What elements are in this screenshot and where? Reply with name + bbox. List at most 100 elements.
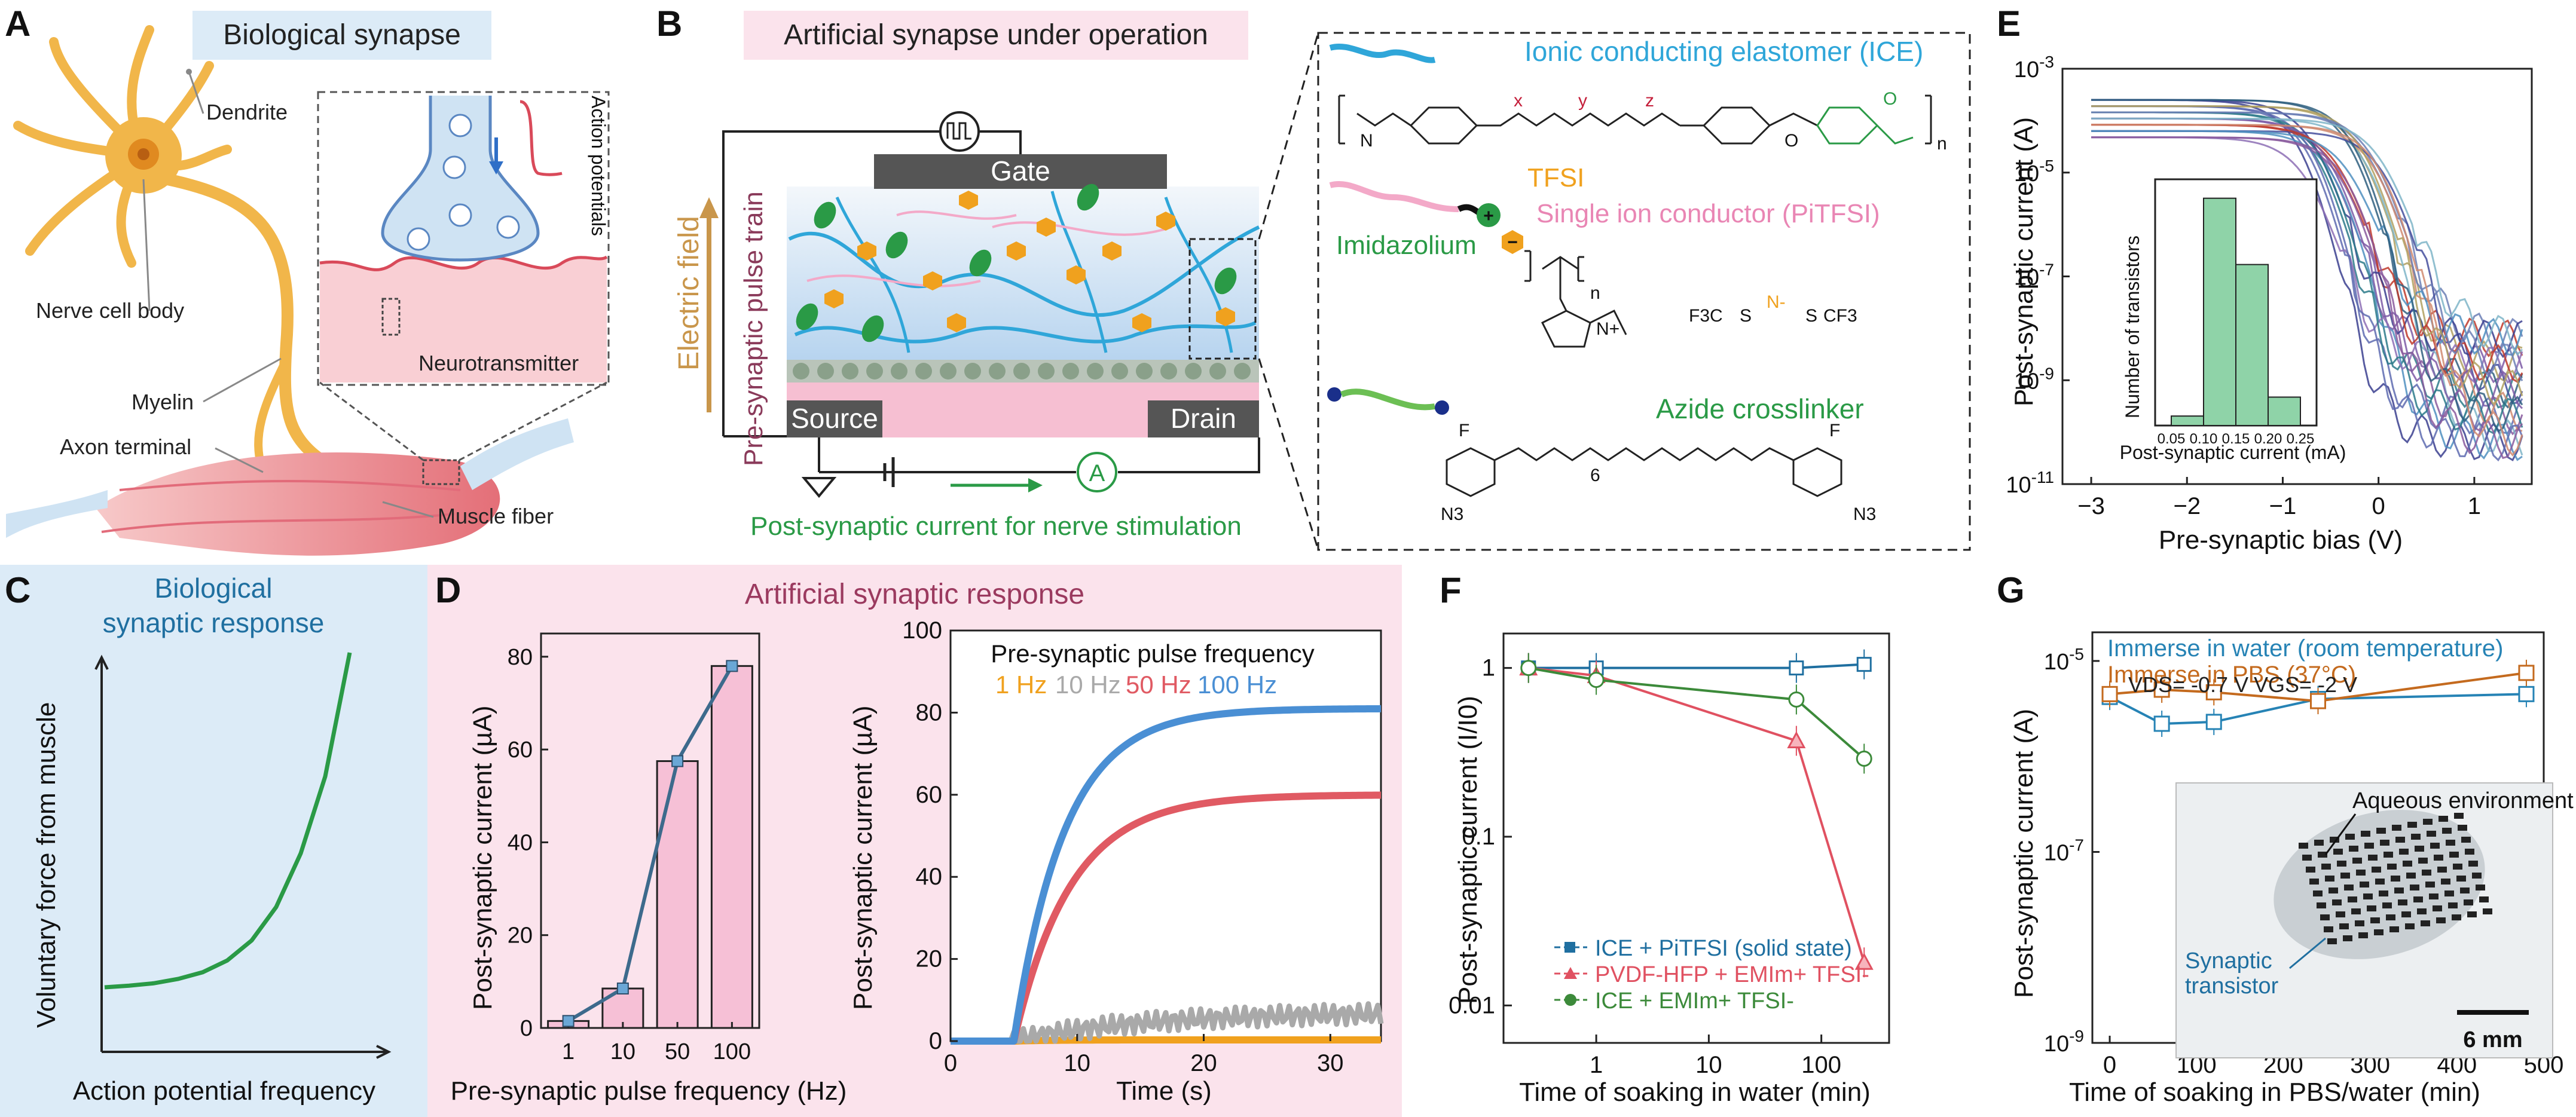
tfsi-ion-7 [1007, 241, 1026, 261]
chem-nminus: N- [1767, 292, 1786, 312]
chart-d-bar: 1 10 50 100 0 20 40 60 80 [508, 632, 760, 1064]
photo-device-3-6 [2403, 861, 2412, 867]
azide-label: Azide crosslinker [1656, 393, 1864, 424]
photo-device-3-3 [2356, 870, 2366, 876]
photo-device-2-1 [2321, 864, 2331, 870]
chem-f-2: F [1829, 421, 1840, 440]
ions [796, 183, 1237, 342]
g-ytick-2: 10-5 [2044, 645, 2084, 675]
photo-device-0-5 [2376, 828, 2386, 834]
hole-row [793, 363, 1251, 380]
photo-device-3-8 [2434, 855, 2443, 861]
e-inset-xtick-4: 0.25 [2287, 431, 2315, 447]
photo-device-1-1 [2318, 852, 2327, 858]
f-marker-0-3 [1856, 657, 1872, 672]
d-bar-ytick-80: 80 [508, 645, 533, 670]
photo-device-4-2 [2344, 885, 2354, 890]
panel-letter-e: E [1997, 4, 2021, 44]
f-series-line-1 [1528, 666, 1866, 963]
c-ylabel: Voluntary force from muscle [32, 702, 61, 1028]
g-marker-0-4 [2518, 685, 2535, 702]
f-marker-2-3 [1856, 750, 1872, 767]
d-bar-xlabel: Pre-synaptic pulse frequency (Hz) [451, 1076, 847, 1106]
photo-device-6-3 [2367, 905, 2376, 911]
photo-device-4-3 [2360, 882, 2369, 888]
photo-device-8-8 [2452, 914, 2461, 920]
d-title: Artificial synaptic response [745, 579, 1084, 610]
d-bar-xtick-10: 10 [610, 1039, 635, 1064]
d-line-legend-1: 10 Hz [1055, 671, 1121, 699]
e-ytick-4: 10-3 [2014, 53, 2054, 82]
photo-device-5-8 [2441, 879, 2450, 885]
e-transfer-curve-21 [2091, 99, 2523, 433]
f-xtick-1: 10 [1695, 1052, 1722, 1078]
pitfsi-label: Single ion conductor (PiTFSI) [1536, 199, 1880, 228]
photo-device-6-4 [2382, 902, 2392, 908]
tfsi-ion-5 [947, 313, 966, 332]
hole-17 [1209, 363, 1226, 380]
chem-6: 6 [1590, 466, 1600, 485]
d-bar-trend [567, 665, 734, 1023]
bio-title: Biological synapse [223, 19, 461, 51]
chem-z: z [1645, 91, 1654, 111]
e-ytick-3: 10-5 [2014, 157, 2054, 186]
panel-letter-d: D [435, 570, 461, 610]
photo-device-6-5 [2398, 899, 2407, 905]
hole-15 [1160, 363, 1177, 380]
chem-nplus: N+ [1596, 319, 1619, 339]
e-xlabel: Pre-synaptic bias (V) [2159, 525, 2403, 555]
photo-device-7-9 [2464, 899, 2473, 905]
hole-3 [866, 363, 883, 380]
f-ytick-2: 1 [1482, 655, 1495, 681]
photo-device-5-10 [2472, 873, 2482, 879]
photo-device-5-7 [2425, 882, 2435, 888]
photo-device-1-6 [2395, 837, 2405, 843]
g-marker-0-1 [2153, 715, 2170, 732]
d-bar-marker-3 [726, 660, 738, 672]
g-marker-1-0 [2101, 685, 2118, 702]
photo-device-5-3 [2363, 893, 2373, 899]
chem-x: x [1514, 91, 1523, 111]
hole-1 [817, 363, 834, 380]
gate-electrode [874, 154, 1167, 189]
panel-f: F ICE + PiTFSI (solid state)PVDF-HFP + E… [1440, 570, 1890, 1107]
tfsi-ion-1 [824, 289, 844, 308]
photo-device-2-9 [2446, 840, 2455, 846]
photo-device-8-2 [2358, 932, 2368, 938]
f-marker-2-0 [1520, 660, 1537, 677]
photo-device-2-8 [2430, 843, 2440, 849]
photo-device-6-6 [2413, 896, 2423, 902]
photo-device-4-5 [2391, 876, 2400, 882]
panel-letter-g: G [1997, 570, 2025, 610]
d-line-ytick-0: 0 [929, 1028, 942, 1054]
e-inset-xtick-1: 0.10 [2190, 431, 2218, 447]
photo-device-6-9 [2460, 888, 2470, 893]
hole-7 [964, 363, 981, 380]
photo-device-6-1 [2336, 911, 2345, 917]
d-line-xtick-30: 30 [1317, 1050, 1344, 1076]
photo-device-0-6 [2392, 825, 2401, 831]
f-ytick-0: 0.01 [1449, 992, 1495, 1018]
g-aqueous-label: Aqueous environment [2352, 788, 2574, 813]
d-bar-ytick-40: 40 [508, 830, 533, 855]
panel-letter-f: F [1440, 570, 1462, 610]
ice-label: Ionic conducting elastomer (ICE) [1524, 36, 1923, 67]
e-transfer-curve-19 [2091, 130, 2523, 356]
d-bar-xtick-50: 50 [665, 1039, 690, 1064]
chart-c [94, 652, 392, 1059]
photo-device-3-9 [2449, 852, 2459, 858]
label-axon-terminal: Axon terminal [60, 434, 191, 459]
d-line-ytick-100: 100 [902, 617, 942, 644]
f-marker-1-2 [1787, 731, 1806, 749]
ammeter-label: A [1089, 460, 1105, 486]
e-xtick-1: −2 [2173, 493, 2201, 519]
chem-n3-left: N3 [1441, 504, 1463, 524]
f-legend-marker-1 [1564, 967, 1577, 979]
photo-device-6-10 [2476, 885, 2485, 890]
gate-label: Gate [991, 155, 1050, 186]
tfsi-ion-10 [1102, 241, 1122, 261]
art-title: Artificial synapse under operation [784, 19, 1208, 51]
panel-d: D Artificial synaptic response 1 10 50 1000… [427, 565, 1402, 1117]
g-photo: Aqueous environment Synaptic transistor … [2175, 782, 2574, 1058]
